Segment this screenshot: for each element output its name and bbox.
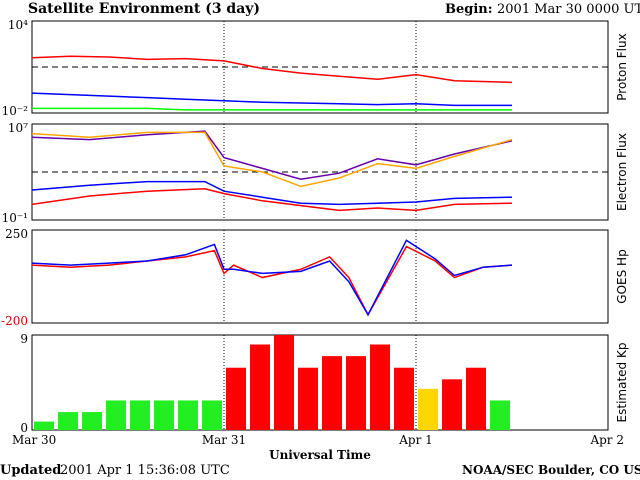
kp-bar-2 (82, 412, 102, 430)
kp-bar-12 (322, 356, 342, 430)
page-title: Satellite Environment (3 day) (28, 1, 261, 17)
proton-panel-frame (31, 20, 609, 114)
proton-ytick-top: 10⁴ (8, 18, 28, 32)
kp-bar-8 (226, 367, 246, 430)
electron-ytick-top: 10⁷ (8, 121, 28, 135)
electron-series-blue (31, 180, 513, 206)
proton-ylabel: Proton Flux (615, 33, 629, 100)
updated-label: Updated (0, 463, 62, 478)
electron-series-orange (31, 131, 513, 188)
kp-bar-15 (394, 367, 414, 430)
electron-series-red (31, 188, 513, 212)
xaxis-label: Universal Time (269, 448, 371, 462)
kp-bar-3 (106, 400, 126, 430)
kp-bar-1 (58, 412, 78, 430)
xtick-label-3: Apr 2 (589, 433, 624, 447)
kp-bar-16 (418, 388, 438, 430)
credit-text: NOAA/SEC Boulder, CO USA (462, 463, 640, 477)
kp-panel-frame (31, 334, 609, 431)
goes-panel-frame (31, 229, 609, 324)
kp-bar-19 (490, 400, 510, 430)
electron-panel-frame (31, 123, 609, 221)
electron-series-purple (31, 130, 513, 180)
kp-bar-14 (370, 344, 390, 430)
xtick-label-2: Apr 1 (398, 433, 433, 447)
begin-label: Begin: (445, 2, 493, 17)
kp-bar-17 (442, 379, 462, 430)
goes-ylabel: GOES Hp (615, 249, 629, 303)
kp-bar-6 (178, 400, 198, 430)
proton-series-green (32, 107, 512, 111)
proton-ytick-bottom: 10⁻² (2, 104, 29, 118)
kp-bar-11 (298, 367, 318, 430)
goes-series-blue (31, 239, 513, 317)
proton-series-red (31, 55, 513, 84)
kp-bar-5 (154, 400, 174, 430)
begin-value: 2001 Mar 30 0000 UTC (497, 2, 640, 17)
kp-bar-0 (34, 421, 54, 430)
goes-series-red (31, 245, 513, 317)
kp-bar-7 (202, 400, 222, 430)
kp-bar-10 (274, 335, 294, 430)
kp-ylabel: Estimated Kp (615, 343, 629, 423)
proton-series-blue (31, 92, 512, 107)
updated-value: 2001 Apr 1 15:36:08 UTC (60, 463, 230, 478)
goes-ytick-bottom: -200 (1, 314, 28, 328)
electron-ytick-bottom: 10⁻¹ (2, 211, 28, 225)
xtick-label-1: Mar 31 (202, 433, 246, 447)
kp-ytick-top: 9 (20, 332, 28, 346)
kp-bar-9 (250, 344, 270, 430)
xtick-label-0: Mar 30 (12, 433, 56, 447)
goes-ytick-top: 250 (5, 227, 28, 241)
kp-ytick-bottom: 0 (20, 421, 28, 435)
electron-ylabel: Electron Flux (615, 133, 629, 211)
kp-bar-13 (346, 356, 366, 430)
kp-bar-4 (130, 400, 150, 430)
kp-bar-18 (466, 367, 486, 430)
